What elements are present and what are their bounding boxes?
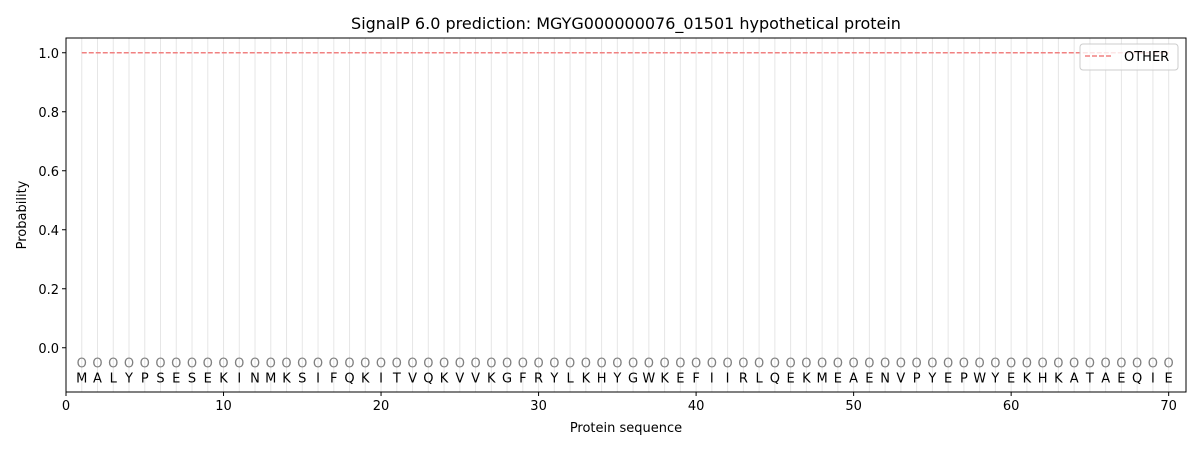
x-tick-label: 40 bbox=[688, 399, 705, 414]
legend-box bbox=[1079, 43, 1179, 71]
plot-frame bbox=[65, 37, 1187, 393]
x-tick-label: 10 bbox=[215, 399, 232, 414]
x-tick-label: 0 bbox=[62, 399, 70, 414]
chart-title: SignalP 6.0 prediction: MGYG000000076_01… bbox=[351, 14, 901, 34]
y-tick-label: 0.2 bbox=[38, 283, 59, 298]
legend-label-other: OTHER bbox=[1124, 50, 1169, 65]
x-tick-label: 30 bbox=[530, 399, 547, 414]
y-tick-label: 0.4 bbox=[38, 224, 59, 239]
y-axis-label: Probability bbox=[15, 180, 30, 249]
y-tick-label: 1.0 bbox=[38, 47, 59, 62]
x-tick-label: 50 bbox=[845, 399, 862, 414]
y-tick-label: 0.6 bbox=[38, 165, 59, 180]
legend: OTHER bbox=[1079, 43, 1179, 71]
x-axis: 0 10 20 30 40 50 60 70 bbox=[62, 392, 1177, 414]
y-tick-label: 0.0 bbox=[38, 342, 59, 357]
x-tick-label: 70 bbox=[1160, 399, 1177, 414]
sequence-row: MALYPSESEKINMKSIFQKITVQKVVKGFRYLKHYGWKEF… bbox=[76, 371, 1173, 386]
x-tick-label: 60 bbox=[1003, 399, 1020, 414]
x-tick-label: 20 bbox=[373, 399, 390, 414]
x-axis-label: Protein sequence bbox=[570, 421, 682, 436]
y-tick-label: 0.8 bbox=[38, 106, 59, 121]
grid bbox=[81, 38, 1170, 392]
marks: OOOOOOOOOOOOOOOOOOOOOOOOOOOOOOOOOOOOOOOO… bbox=[76, 52, 1174, 386]
y-axis: 0.0 0.2 0.4 0.6 0.8 1.0 bbox=[38, 47, 66, 357]
predicted-labels-row: OOOOOOOOOOOOOOOOOOOOOOOOOOOOOOOOOOOOOOOO… bbox=[77, 357, 1174, 372]
